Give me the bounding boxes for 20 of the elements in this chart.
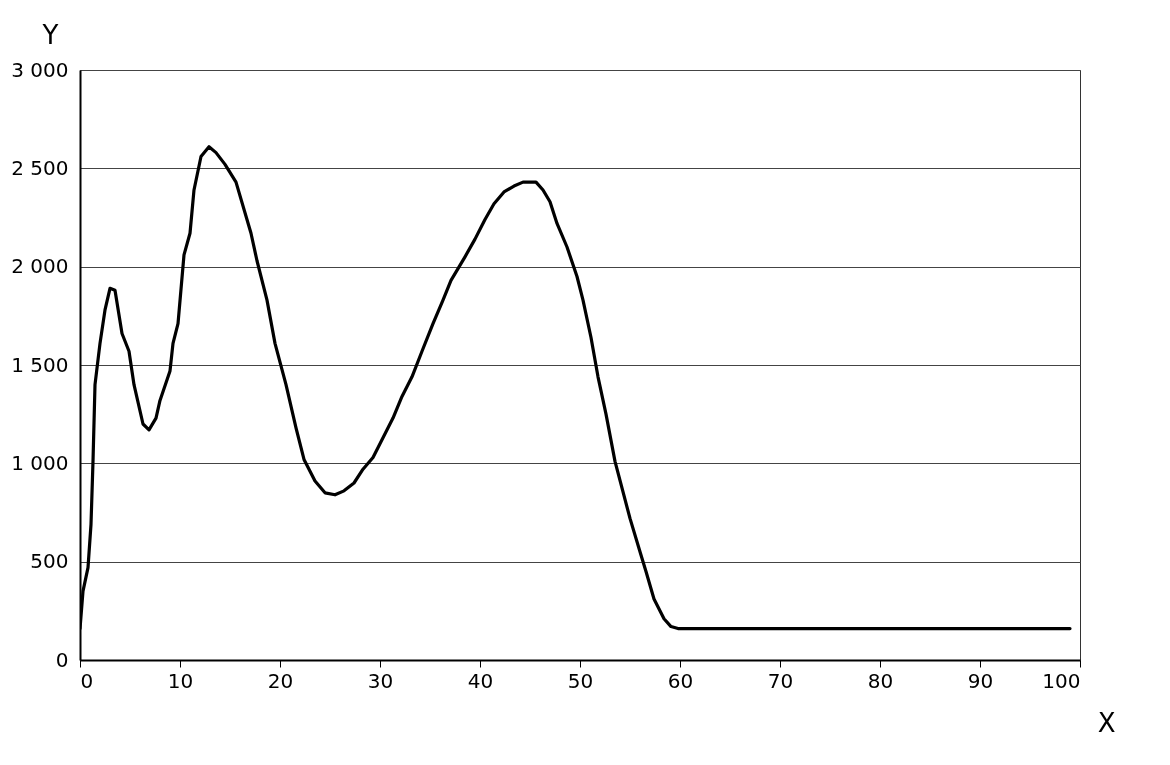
x-tick-label: 100 bbox=[1042, 668, 1081, 693]
y-axis-title: Y bbox=[41, 19, 59, 50]
x-tick-label: 60 bbox=[667, 668, 694, 693]
x-tick-label: 20 bbox=[267, 668, 294, 693]
x-axis-title: X bbox=[1097, 707, 1116, 738]
y-tick-label: 3 000 bbox=[11, 57, 69, 82]
x-tick-label: 70 bbox=[767, 668, 794, 693]
y-tick-label: 1 500 bbox=[11, 352, 69, 377]
x-tick-label: 90 bbox=[967, 668, 994, 693]
x-tick-label: 80 bbox=[867, 668, 894, 693]
y-tick-label: 2 000 bbox=[11, 254, 69, 279]
x-tick-label: 40 bbox=[467, 668, 494, 693]
x-tick-label: 10 bbox=[167, 668, 194, 693]
x-tick-label: 30 bbox=[367, 668, 394, 693]
y-tick-label: 2 500 bbox=[11, 155, 69, 180]
x-tick-label: 50 bbox=[567, 668, 594, 693]
y-tick-label: 500 bbox=[30, 549, 69, 574]
x-tick-label: 0 bbox=[80, 668, 94, 693]
y-tick-label: 1 000 bbox=[11, 450, 69, 475]
y-tick-label: 0 bbox=[55, 647, 69, 672]
